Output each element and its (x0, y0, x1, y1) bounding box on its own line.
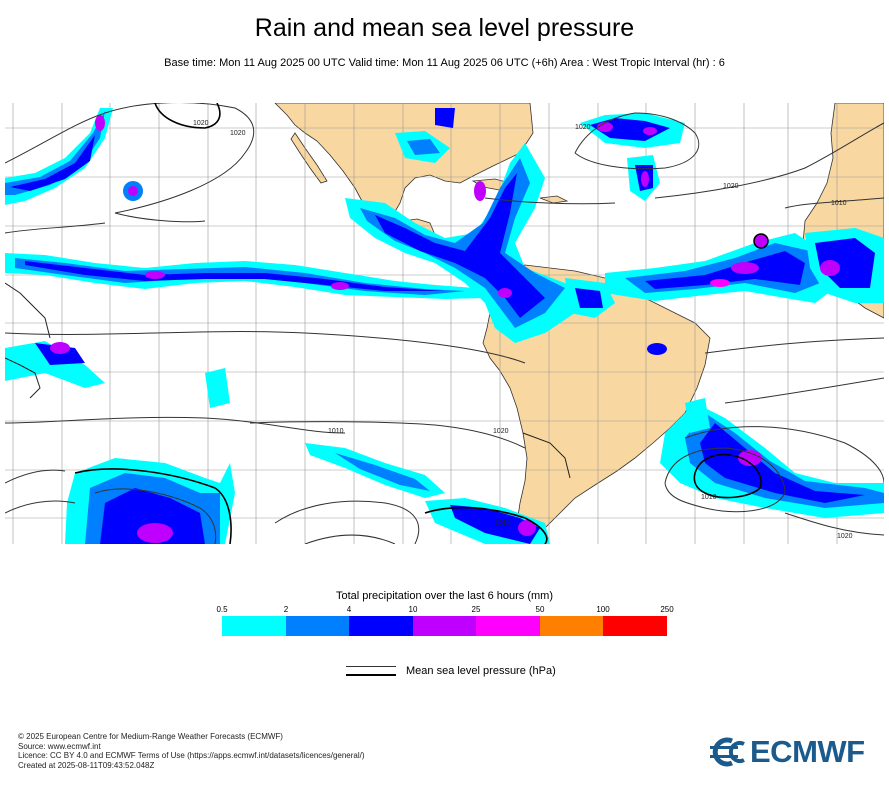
footer-credits: © 2025 European Centre for Medium-Range … (18, 732, 365, 770)
legend-tick: 100 (596, 605, 610, 614)
legend-tick: 2 (283, 605, 289, 614)
footer-licence: Licence: CC BY 4.0 and ECMWF Terms of Us… (18, 751, 365, 761)
legend-tick: 10 (408, 605, 418, 614)
isobars (5, 103, 884, 544)
precipitation (5, 108, 884, 544)
isobar-labels: 1020 1020 1020 1010 1020 1020 1010 1010 … (193, 120, 853, 540)
isobar-label: 1010 (701, 494, 717, 501)
color-bar-segment (539, 616, 603, 636)
footer-copyright: © 2025 European Centre for Medium-Range … (18, 732, 283, 741)
page-subtitle: Base time: Mon 11 Aug 2025 00 UTC Valid … (164, 57, 725, 69)
isobar-label: 1020 (493, 428, 509, 435)
isobar-label: 1020 (575, 124, 591, 131)
isobar-label: 1020 (193, 120, 209, 127)
legend-tick: 50 (535, 605, 545, 614)
color-bar-segment (285, 616, 349, 636)
isobar-label: 1020 (230, 130, 246, 137)
weather-map: 1020 1020 1020 1010 1020 1020 1010 1010 … (5, 103, 884, 544)
legend-tick: 25 (471, 605, 481, 614)
isobar-label: 1010 (328, 428, 344, 435)
mslp-line-icon (346, 664, 396, 678)
land-baja (290, 132, 328, 184)
isobar-label: 1020 (723, 183, 739, 190)
ecmwf-logo-icon (710, 737, 745, 767)
mslp-legend: Mean sea level pressure (hPa) (346, 664, 556, 678)
legend-title: Total precipitation over the last 6 hour… (335, 590, 554, 602)
legend-tick: 0.5 (216, 605, 228, 614)
color-bar-segment (222, 616, 286, 636)
footer-created: Created at 2025-08-11T09:43:52.048Z (18, 760, 155, 770)
footer-source: Source: www.ecmwf.int (18, 741, 101, 751)
precip-color-bar (222, 616, 667, 636)
ecmwf-logo: ECMWF (706, 734, 865, 770)
isobar-label: 1020 (837, 533, 853, 540)
isobar-label: 1010 (495, 520, 511, 527)
color-bar-segment (349, 616, 413, 636)
page-title: Rain and mean sea level pressure (254, 14, 635, 42)
color-bar-segment (603, 616, 667, 636)
mslp-legend-label: Mean sea level pressure (hPa) (406, 665, 556, 677)
legend-tick: 4 (346, 605, 352, 614)
color-bar-segment (412, 616, 476, 636)
legend-tick: 250 (660, 605, 674, 614)
isobar-label: 1010 (831, 200, 847, 207)
color-bar-segment (476, 616, 540, 636)
coastlines (5, 282, 571, 479)
ecmwf-logo-text: ECMWF (750, 734, 865, 769)
land-hispaniola (539, 195, 569, 204)
